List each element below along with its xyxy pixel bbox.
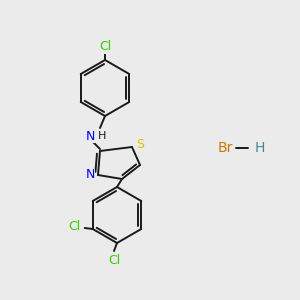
Text: H: H [98, 131, 106, 141]
Text: S: S [136, 139, 144, 152]
Text: N: N [85, 169, 95, 182]
Text: N: N [85, 130, 95, 142]
Text: Cl: Cl [69, 220, 81, 233]
Text: Cl: Cl [99, 40, 111, 53]
Text: H: H [255, 141, 266, 155]
Text: Cl: Cl [108, 254, 120, 266]
Text: Br: Br [218, 141, 233, 155]
